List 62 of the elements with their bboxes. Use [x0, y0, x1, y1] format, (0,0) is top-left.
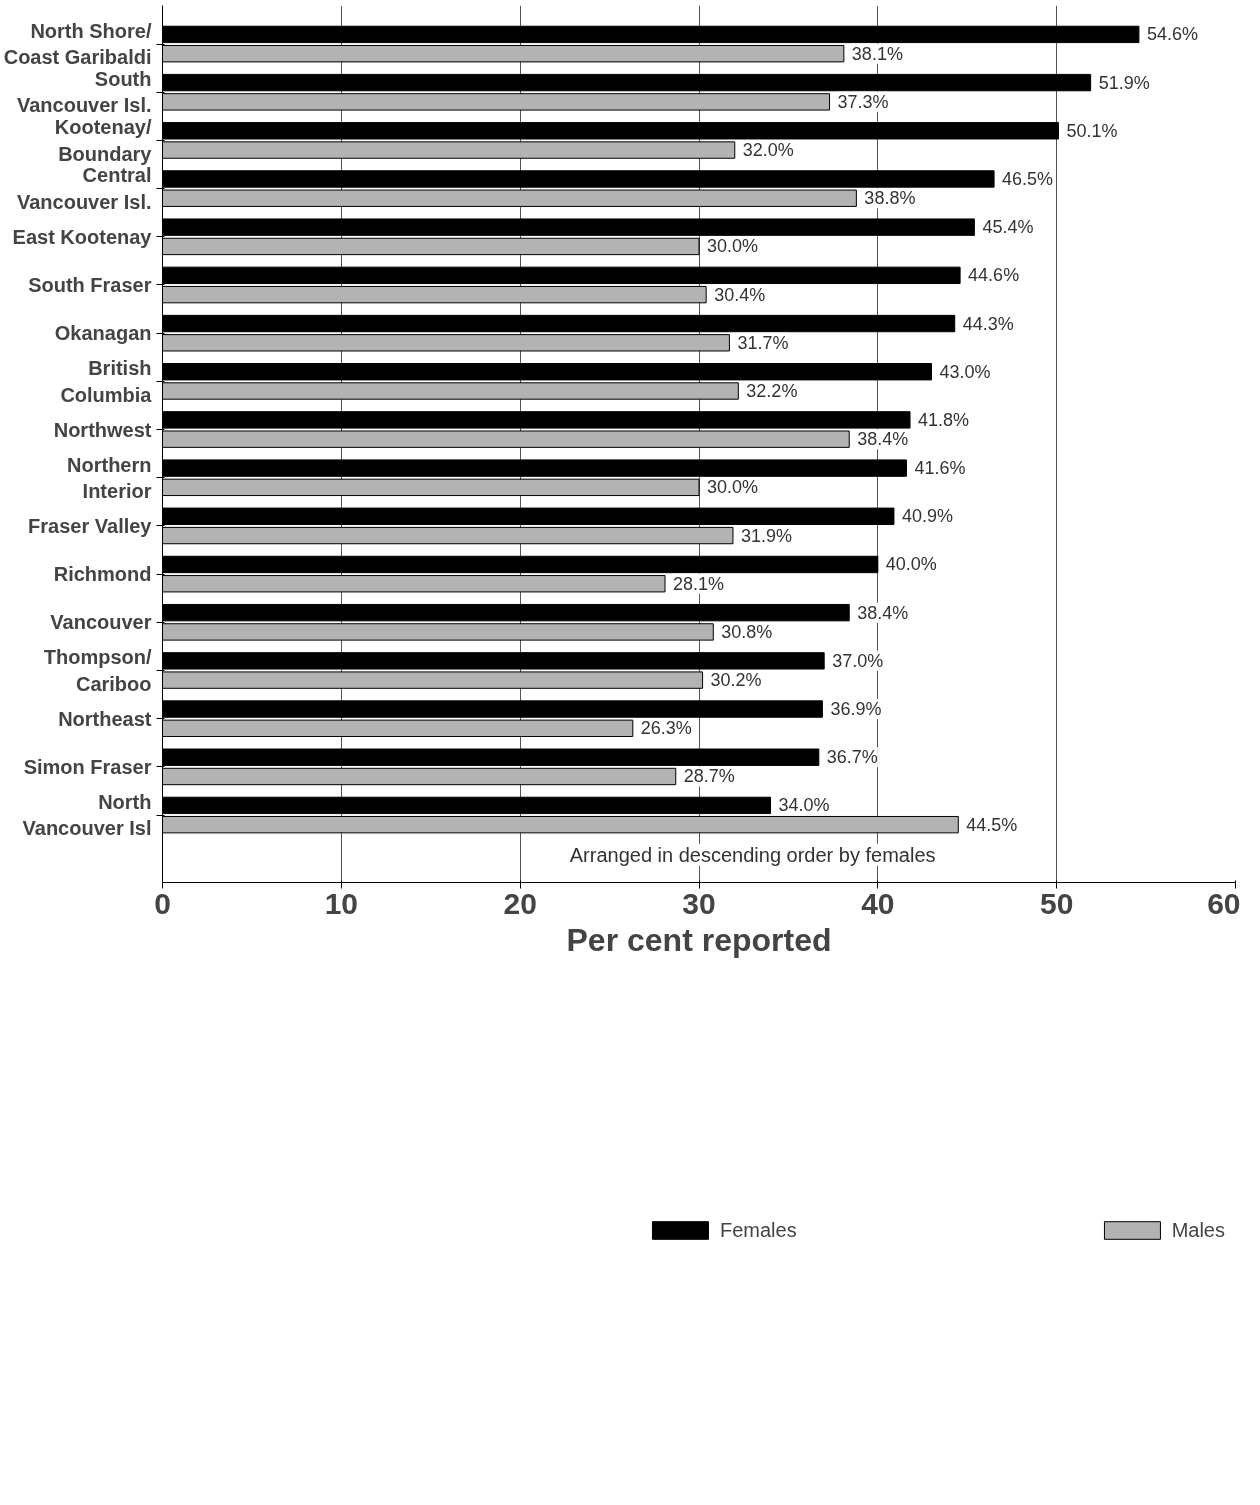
- data-label: 51.9%: [1098, 72, 1150, 93]
- y-tick-label: East Kootenay: [12, 225, 153, 248]
- x-tick-label: 40: [861, 886, 895, 920]
- data-label: 38.1%: [851, 43, 903, 64]
- data-label: 38.4%: [857, 429, 909, 450]
- data-label: 46.5%: [1002, 168, 1054, 189]
- y-tick-label: Simon Fraser: [23, 755, 152, 778]
- y-tick-label: South Vancouver Isl.: [16, 68, 152, 117]
- data-label: 30.8%: [721, 621, 773, 642]
- y-tick-label: British Columbia: [60, 357, 153, 406]
- data-label: 30.0%: [707, 477, 759, 498]
- x-tick-label: 10: [324, 886, 359, 920]
- data-label: 50.1%: [1066, 120, 1118, 141]
- data-label: 41.6%: [914, 458, 966, 479]
- data-label: 44.6%: [968, 265, 1020, 286]
- y-tick-label: Vancouver: [50, 611, 152, 634]
- y-tick-label: Northeast: [58, 707, 152, 730]
- data-label: 30.2%: [710, 670, 762, 691]
- data-label: 32.0%: [742, 140, 794, 161]
- x-tick-label: 60: [1207, 886, 1241, 920]
- data-label: 34.0%: [778, 795, 830, 816]
- x-tick-label: 30: [682, 886, 716, 920]
- data-label: 26.3%: [640, 718, 692, 739]
- legend-label: Males: [1171, 1218, 1225, 1242]
- data-label: 30.4%: [714, 284, 766, 305]
- data-label: 31.7%: [737, 332, 789, 353]
- annotation: Arranged in descending order by females: [569, 843, 936, 866]
- y-tick-label: North Vancouver Isl: [22, 790, 152, 840]
- y-tick-label: Thompson/ Cariboo: [43, 646, 152, 695]
- legend-label: Females: [719, 1218, 797, 1242]
- y-tick-label: Kootenay/ Boundary: [54, 116, 153, 165]
- x-tick-label: 0: [154, 886, 171, 920]
- y-tick-label: South Fraser: [28, 273, 152, 296]
- y-tick-label: Richmond: [53, 563, 152, 586]
- data-label: 28.7%: [683, 766, 735, 787]
- data-label: 36.7%: [826, 747, 878, 768]
- data-label: 45.4%: [982, 217, 1034, 238]
- data-label: 44.3%: [962, 313, 1014, 334]
- data-label: 37.3%: [837, 91, 889, 112]
- data-label: 54.6%: [1146, 24, 1198, 45]
- data-label: 30.0%: [707, 236, 759, 257]
- data-label: 43.0%: [939, 361, 991, 382]
- data-label: 40.9%: [901, 506, 953, 527]
- y-tick-label: Northwest: [53, 418, 152, 441]
- data-label: 38.8%: [864, 188, 916, 209]
- data-label: 44.5%: [966, 814, 1018, 835]
- data-label: 40.0%: [885, 554, 937, 575]
- y-tick-label: North Shore/ Coast Garibaldi: [3, 19, 152, 69]
- data-label: 38.4%: [857, 602, 909, 623]
- data-label: 37.0%: [832, 650, 884, 671]
- y-tick-label: Fraser Valley: [28, 514, 153, 537]
- data-label: 36.9%: [830, 699, 882, 720]
- data-label: 28.1%: [673, 573, 725, 594]
- data-label: 31.9%: [740, 525, 793, 546]
- x-tick-label: 20: [503, 886, 537, 920]
- data-label: 41.8%: [918, 409, 970, 430]
- x-axis-title: Per cent reported: [566, 921, 832, 958]
- x-tick-label: 50: [1039, 886, 1074, 920]
- y-tick-label: Central Vancouver Isl.: [16, 164, 152, 213]
- data-label: 32.2%: [746, 380, 798, 401]
- y-tick-label: Okanagan: [54, 322, 152, 345]
- y-tick-label: Northern Interior: [67, 453, 152, 502]
